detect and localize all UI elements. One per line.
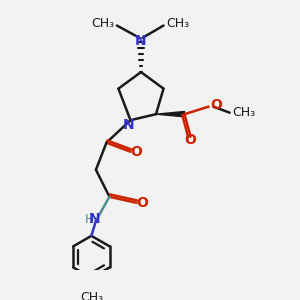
- Text: O: O: [136, 196, 148, 210]
- Text: O: O: [130, 145, 142, 159]
- Text: H: H: [85, 213, 94, 226]
- Text: N: N: [123, 118, 135, 132]
- Text: CH₃: CH₃: [92, 16, 115, 30]
- Text: O: O: [211, 98, 223, 112]
- Text: N: N: [135, 34, 147, 48]
- Text: O: O: [184, 133, 196, 147]
- Text: CH₃: CH₃: [232, 106, 255, 119]
- Text: N: N: [88, 212, 100, 226]
- Text: CH₃: CH₃: [80, 291, 103, 300]
- Polygon shape: [156, 112, 184, 117]
- Text: CH₃: CH₃: [166, 16, 189, 30]
